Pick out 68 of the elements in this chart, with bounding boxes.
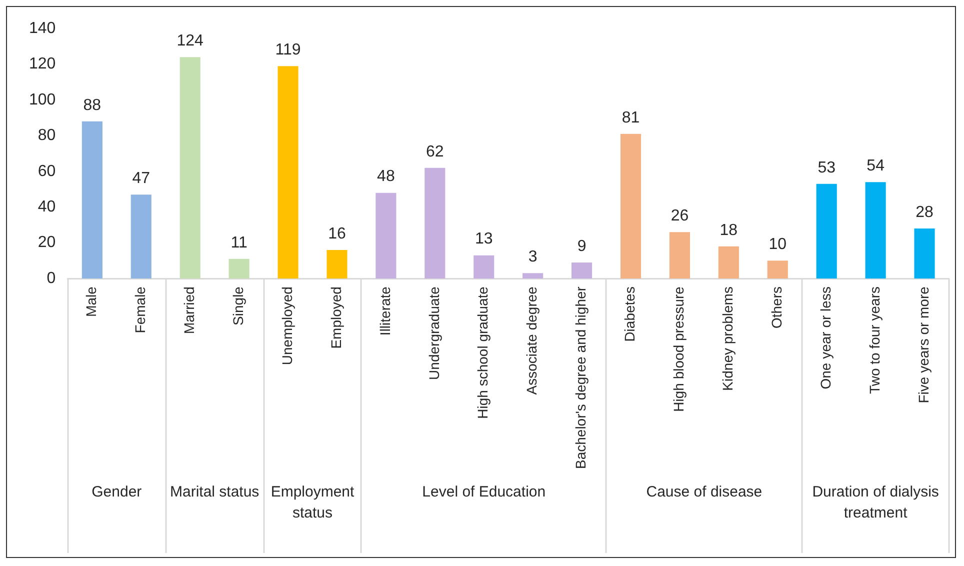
data-label: 11 [230, 234, 248, 252]
x-tick-label: Employed [328, 286, 344, 349]
text: Level of Education [422, 484, 546, 501]
data-label: 10 [768, 236, 787, 254]
text: Gender [92, 484, 142, 501]
bar [572, 262, 592, 279]
y-tick-label: 40 [38, 198, 56, 216]
bar [228, 258, 250, 279]
data-label: 54 [866, 158, 885, 175]
x-tick-label: Female [132, 286, 148, 334]
data-label: 124 [176, 32, 204, 50]
x-tick-label: High school graduate [474, 286, 491, 419]
x-tick-label: Married [180, 286, 197, 334]
bar [180, 57, 200, 279]
y-tick-label: 20 [38, 234, 56, 252]
bar [424, 168, 446, 279]
bar [718, 246, 739, 279]
bar [767, 260, 788, 279]
bar [865, 182, 886, 279]
data-label: 47 [132, 170, 150, 188]
data-label: 13 [474, 230, 493, 248]
bar [278, 66, 298, 279]
data-label: 48 [377, 168, 395, 186]
y-tick-label: 140 [28, 20, 56, 38]
text: Employment status [270, 484, 356, 522]
x-tick-label: Unemployed [278, 286, 295, 366]
bar [522, 273, 544, 279]
y-tick-label: 100 [28, 91, 56, 108]
data-label: 9 [577, 238, 586, 255]
data-label: 88 [83, 96, 102, 114]
bar [130, 194, 152, 279]
x-tick-label: One year or less [817, 286, 834, 390]
data-label: 28 [916, 204, 934, 221]
x-tick-label: Others [768, 286, 784, 329]
text: Marital status [170, 484, 260, 501]
x-tick-label: Bachelor's degree and higher [572, 286, 589, 470]
data-label: 62 [426, 143, 444, 160]
data-label: 26 [670, 208, 689, 225]
x-tick-label: High blood pressure [670, 286, 687, 412]
y-tick-label: 0 [46, 270, 56, 287]
y-tick-label: 120 [28, 56, 56, 73]
bar [326, 250, 348, 279]
data-label: 81 [622, 109, 640, 126]
bar [816, 184, 837, 279]
bar [620, 134, 642, 279]
x-tick-label: Five years or more [915, 286, 932, 404]
y-tick-label: 80 [38, 127, 56, 144]
text: Duration of dialysis treatment [812, 484, 939, 522]
x-tick-label: Diabetes [622, 286, 638, 342]
data-label: 119 [275, 41, 301, 58]
data-label: 18 [720, 222, 738, 239]
bar [669, 232, 690, 279]
bar [914, 228, 935, 279]
x-tick-label: Kidney problems [720, 286, 736, 391]
x-tick-label: Male [83, 286, 100, 317]
y-tick-label: 60 [38, 162, 56, 180]
data-label: 53 [818, 159, 836, 176]
text: Cause of disease [646, 484, 762, 501]
x-tick-label: Undergraduate [426, 286, 442, 380]
x-tick-label: Illiterate [376, 286, 393, 336]
x-tick-label: Associate degree [524, 286, 540, 395]
x-tick-label: Two to four years [866, 286, 882, 394]
bar [376, 192, 396, 279]
bar [474, 255, 494, 279]
x-tick-label: Single [230, 286, 246, 326]
data-label: 3 [528, 248, 538, 266]
data-label: 16 [328, 225, 346, 242]
bar [82, 121, 102, 279]
